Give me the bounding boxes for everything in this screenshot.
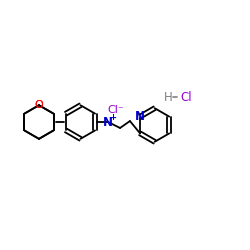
Text: N: N — [103, 116, 113, 128]
Text: O: O — [34, 100, 43, 110]
Text: H: H — [164, 91, 172, 104]
Text: Cl: Cl — [180, 91, 192, 104]
Text: O: O — [34, 100, 43, 110]
Text: Cl⁻: Cl⁻ — [108, 105, 124, 115]
Text: +: + — [109, 112, 116, 122]
Text: N: N — [135, 110, 145, 123]
